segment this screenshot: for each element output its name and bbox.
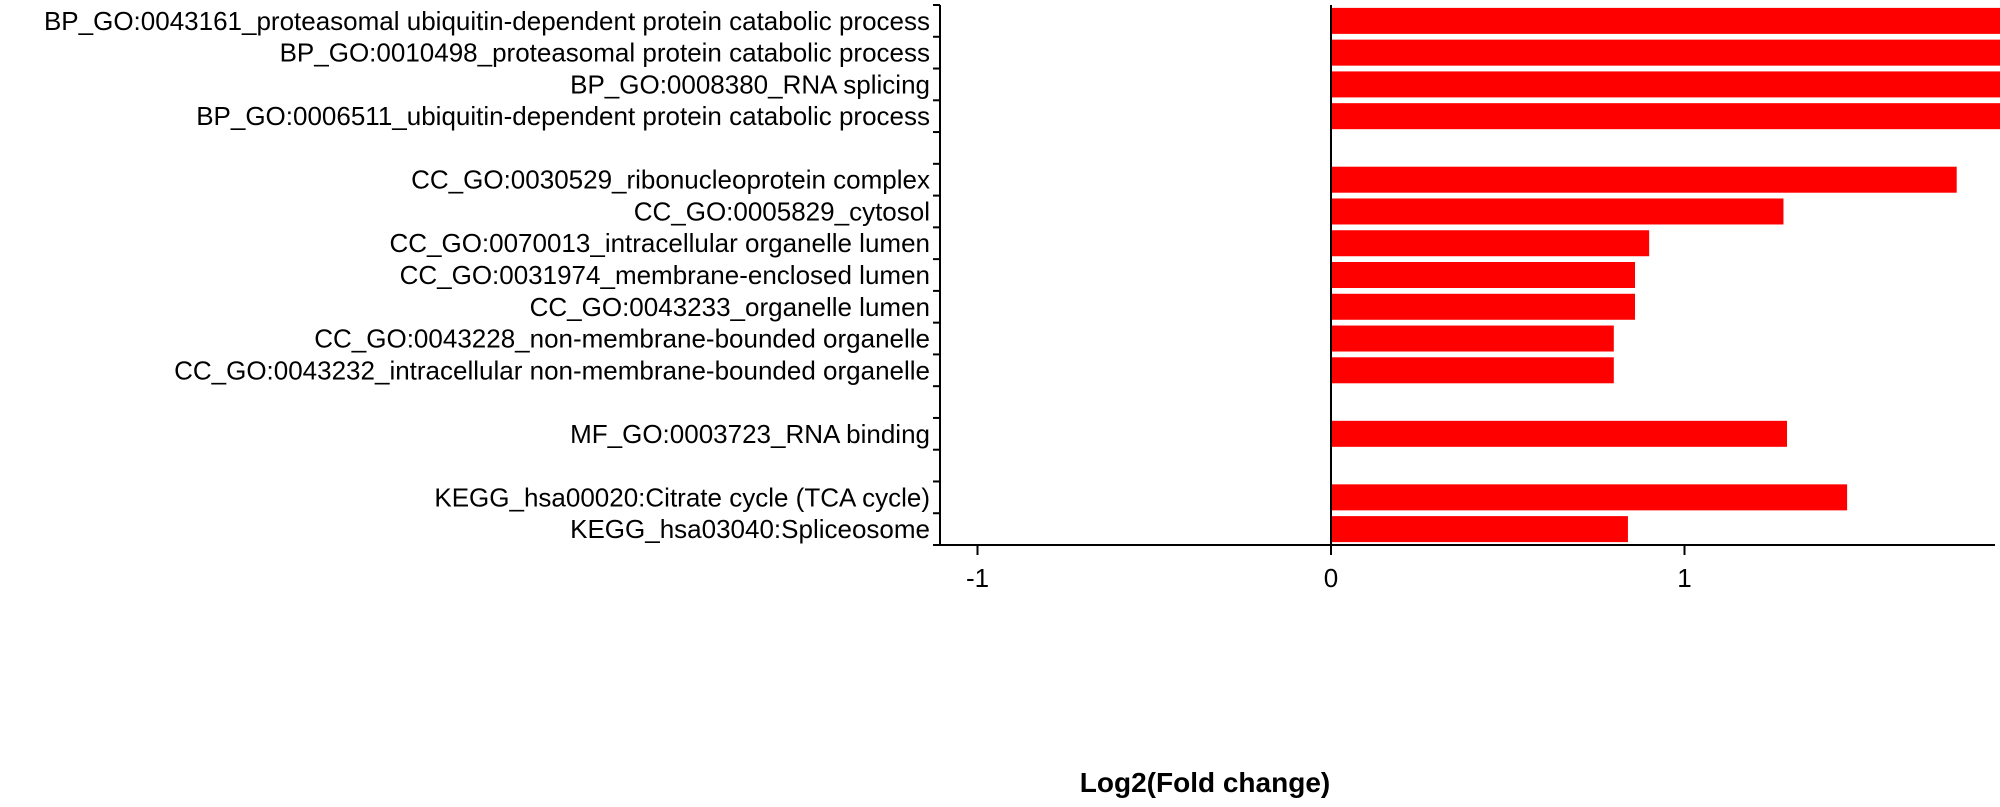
category-label: BP_GO:0010498_proteasomal protein catabo… — [280, 38, 930, 68]
category-label: CC_GO:0043232_intracellular non-membrane… — [174, 355, 930, 385]
bar — [1331, 325, 1614, 352]
category-label: CC_GO:0070013_intracellular organelle lu… — [389, 228, 930, 258]
bar — [1331, 7, 2000, 34]
bar — [1331, 484, 1848, 511]
bar — [1331, 166, 1957, 193]
x-tick-label: 1 — [1677, 563, 1691, 593]
axes-group — [933, 4, 1995, 546]
category-label: CC_GO:0030529_ribonucleoprotein complex — [411, 165, 930, 195]
category-label: MF_GO:0003723_RNA binding — [570, 419, 930, 449]
category-label: BP_GO:0008380_RNA splicing — [570, 69, 930, 99]
x-axis-title: Log2(Fold change) — [1080, 767, 1330, 798]
x-tick-label: 0 — [1324, 563, 1338, 593]
category-labels-group: BP_GO:0043161_proteasomal ubiquitin-depe… — [44, 6, 930, 544]
bar — [1331, 516, 1628, 543]
bar — [1331, 71, 2000, 98]
bar — [1331, 103, 2000, 130]
bar — [1331, 198, 1784, 225]
bars-group — [1331, 7, 2000, 543]
bar — [1331, 357, 1614, 384]
category-label: BP_GO:0043161_proteasomal ubiquitin-depe… — [44, 6, 930, 36]
bar — [1331, 39, 2000, 66]
category-label: BP_GO:0006511_ubiquitin-dependent protei… — [196, 101, 930, 131]
category-label: CC_GO:0043228_non-membrane-bounded organ… — [314, 324, 930, 354]
category-label: KEGG_hsa03040:Spliceosome — [570, 514, 930, 544]
bar — [1331, 230, 1650, 257]
bar — [1331, 420, 1788, 447]
bar — [1331, 293, 1636, 320]
category-label: KEGG_hsa00020:Citrate cycle (TCA cycle) — [434, 482, 930, 512]
bar — [1331, 262, 1636, 288]
x-tick-label: -1 — [966, 563, 989, 593]
category-label: CC_GO:0005829_cytosol — [634, 196, 930, 226]
category-label: CC_GO:0043233_organelle lumen — [530, 292, 930, 322]
x-ticks-group: -10123 — [966, 545, 1692, 593]
category-label: CC_GO:0031974_membrane-enclosed lumen — [400, 260, 930, 290]
